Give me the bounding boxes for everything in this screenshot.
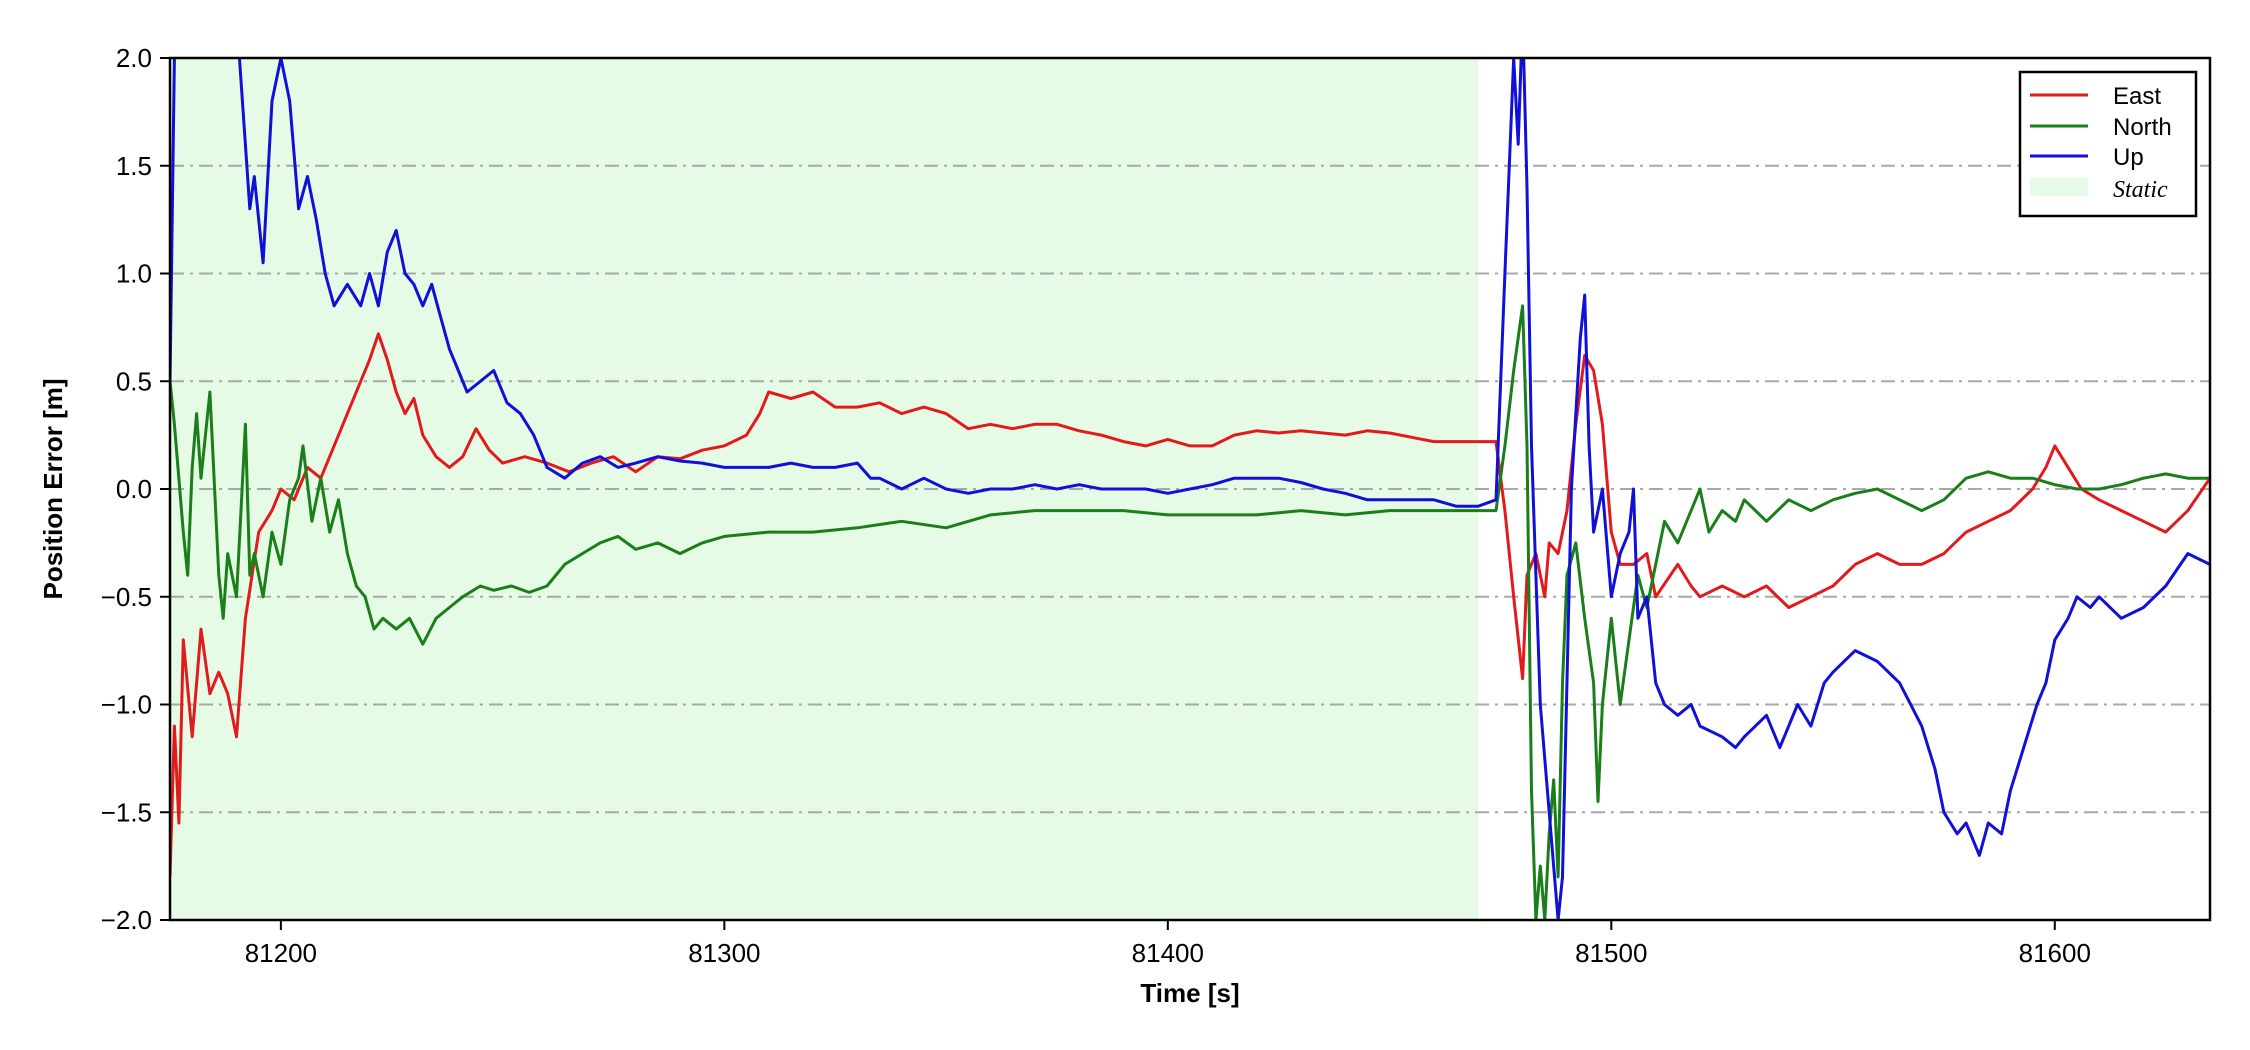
x-tick-label: 81500: [1575, 938, 1647, 968]
y-tick-label: 1.5: [116, 151, 152, 181]
y-axis-label: Position Error [m]: [38, 378, 68, 599]
series-line-up: [170, 58, 2210, 920]
y-tick-label: −1.0: [101, 690, 152, 720]
legend-label-north: North: [2113, 114, 2172, 141]
x-tick-label: 81200: [245, 938, 317, 968]
y-tick-label: 2.0: [116, 43, 152, 73]
x-tick-label: 81400: [1132, 938, 1204, 968]
legend-swatch-static: [2030, 178, 2088, 196]
legend-label-static: Static: [2113, 177, 2168, 203]
series-line-east: [170, 332, 2210, 877]
static-region: [170, 58, 1479, 920]
series-layer: [170, 58, 2210, 920]
series-line-north: [170, 304, 2210, 920]
y-tick-label: −2.0: [101, 905, 152, 935]
y-tick-label: −1.5: [101, 797, 152, 827]
x-tick-label: 81600: [2019, 938, 2091, 968]
legend-label-east: East: [2113, 83, 2161, 110]
static-region-layer: [170, 58, 1479, 920]
legend: East North Up Static: [2018, 70, 2198, 218]
y-tick-label: 0.0: [116, 474, 152, 504]
x-tick-label: 81300: [688, 938, 760, 968]
legend-label-up: Up: [2113, 144, 2144, 171]
y-tick-label: −0.5: [101, 582, 152, 612]
x-axis-label: Time [s]: [1140, 978, 1239, 1008]
y-tick-label: 0.5: [116, 366, 152, 396]
y-tick-label: 1.0: [116, 259, 152, 289]
tick-layer: 2.0 1.5 1.0 0.5 0.0 −0.5 −1.0 −1.5 −2.0 81200 8130…: [101, 43, 2091, 968]
